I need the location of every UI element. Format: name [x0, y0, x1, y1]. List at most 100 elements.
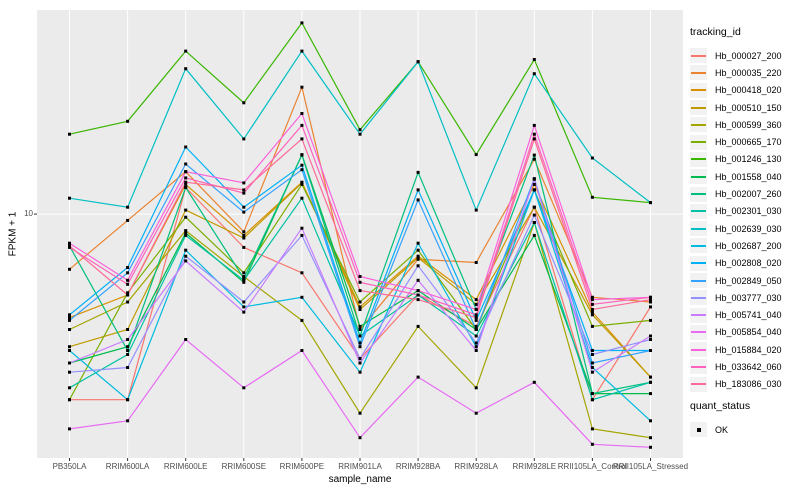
- data-point: [242, 278, 246, 282]
- legend-item-Hb_015884_020: Hb_015884_020: [690, 341, 798, 358]
- legend-item-label: Hb_015884_020: [715, 344, 782, 355]
- data-point: [68, 318, 71, 322]
- legend-key-swatch: [690, 221, 707, 237]
- data-point: [184, 180, 188, 184]
- data-point: [184, 176, 188, 180]
- data-point: [474, 316, 478, 320]
- legend-item-label: Hb_001246_130: [715, 154, 782, 165]
- data-point: [532, 221, 536, 224]
- data-point: [474, 345, 478, 349]
- data-point: [126, 328, 130, 331]
- data-point: [358, 345, 362, 349]
- data-point: [532, 380, 536, 384]
- legend-item-Hb_002639_030: Hb_002639_030: [690, 220, 798, 237]
- data-point: [474, 334, 478, 338]
- data-point: [358, 308, 362, 311]
- data-point: [358, 370, 362, 374]
- data-point: [68, 196, 71, 200]
- legend-item-ok: OK: [690, 421, 798, 438]
- x-tick-label: RRII105LA_Control: [557, 462, 628, 471]
- data-point: [68, 241, 71, 245]
- legend-key-swatch: [690, 82, 707, 98]
- data-point: [242, 276, 246, 280]
- data-point: [590, 308, 594, 311]
- data-point: [358, 324, 362, 328]
- legend-line-icon: [691, 262, 706, 265]
- data-point: [300, 21, 304, 25]
- data-point: [532, 72, 536, 76]
- data-point: [68, 316, 71, 320]
- data-point: [68, 370, 71, 374]
- data-point: [474, 153, 478, 157]
- data-point: [474, 411, 478, 415]
- data-point: [68, 398, 71, 402]
- data-point: [416, 257, 420, 261]
- data-point: [590, 442, 594, 446]
- data-point: [416, 289, 420, 293]
- data-point: [126, 366, 130, 369]
- data-point: [242, 188, 246, 192]
- legend-key-swatch: [690, 273, 707, 288]
- data-point: [474, 328, 478, 331]
- data-point: [649, 300, 652, 304]
- legend-item-Hb_002808_020: Hb_002808_020: [690, 255, 798, 272]
- legend-key-swatch: [690, 134, 707, 150]
- data-point: [126, 419, 130, 423]
- legend-item-Hb_002301_030: Hb_002301_030: [690, 203, 798, 220]
- legend-item-Hb_000599_360: Hb_000599_360: [690, 116, 798, 133]
- data-point: [358, 275, 362, 278]
- data-point: [590, 366, 594, 369]
- data-point: [126, 218, 130, 222]
- legend-key-swatch: [690, 422, 707, 438]
- data-point: [358, 280, 362, 284]
- legend-key-swatch: [690, 342, 707, 358]
- legend-item-label: Hb_000599_360: [715, 119, 782, 130]
- legend-item-label: Hb_001558_040: [715, 171, 782, 182]
- data-point: [474, 308, 478, 311]
- data-point: [649, 349, 652, 352]
- data-point: [590, 195, 594, 199]
- data-point: [358, 411, 362, 415]
- data-point: [242, 245, 246, 249]
- legend-key-swatch: [690, 359, 707, 375]
- data-point: [184, 229, 188, 233]
- legend-line-icon: [691, 106, 706, 109]
- legend-title-tracking-id: tracking_id: [690, 26, 741, 38]
- data-point: [300, 137, 304, 141]
- data-point: [649, 201, 652, 205]
- data-point: [242, 181, 246, 185]
- x-tick-label: PB350LA: [52, 462, 87, 471]
- data-point: [242, 386, 246, 390]
- data-point: [532, 188, 536, 192]
- data-point: [590, 349, 594, 352]
- data-point: [532, 177, 536, 181]
- data-point: [358, 128, 362, 132]
- y-axis-title: FPKM + 1: [7, 211, 19, 257]
- data-point: [126, 338, 130, 341]
- data-point: [590, 310, 594, 314]
- data-point: [126, 291, 130, 295]
- data-point: [68, 328, 71, 331]
- data-point: [68, 267, 71, 271]
- data-point: [532, 233, 536, 237]
- x-tick-label: RRIM600LA: [105, 462, 150, 471]
- data-point: [590, 298, 594, 302]
- legend-line-icon: [691, 71, 706, 74]
- data-point: [590, 324, 594, 328]
- legend-item-Hb_000418_020: Hb_000418_020: [690, 82, 798, 99]
- data-point: [649, 338, 652, 341]
- data-point: [358, 341, 362, 345]
- data-point: [126, 349, 130, 352]
- data-point: [358, 289, 362, 293]
- data-point: [532, 213, 536, 217]
- data-point: [126, 293, 130, 297]
- data-point: [532, 153, 536, 157]
- legend-key-swatch: [690, 169, 707, 185]
- data-point: [532, 132, 536, 136]
- legend-line-icon: [691, 331, 706, 334]
- data-point: [184, 145, 188, 149]
- data-point: [590, 392, 594, 396]
- data-point: [184, 186, 188, 189]
- data-point: [416, 278, 420, 282]
- data-point: [649, 298, 652, 302]
